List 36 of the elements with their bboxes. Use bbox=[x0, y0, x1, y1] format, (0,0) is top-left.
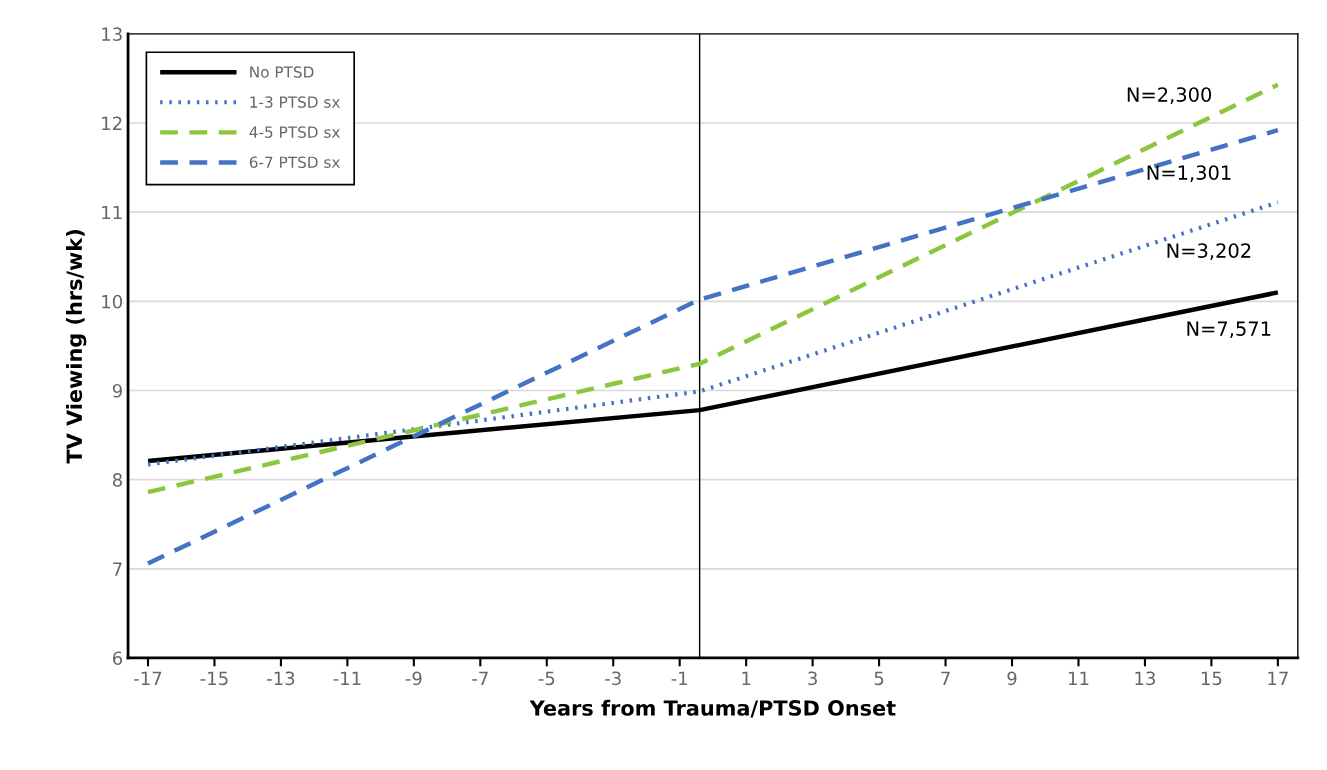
legend-label: 1-3 PTSD sx bbox=[250, 96, 340, 108]
x-tick-label: -11 bbox=[333, 671, 361, 685]
x-tick-label: 9 bbox=[1007, 671, 1017, 686]
legend-label: 4-5 PTSD sx bbox=[249, 126, 340, 138]
y-tick-label: 11 bbox=[102, 205, 122, 220]
x-tick-label: 17 bbox=[1268, 671, 1288, 685]
x-tick-label: -17 bbox=[134, 671, 162, 685]
x-tick-label: -13 bbox=[267, 671, 295, 686]
x-tick-label: -3 bbox=[605, 671, 621, 686]
y-tick-label: 6 bbox=[112, 651, 123, 666]
y-axis-title: TV Viewing (hrs/wk) bbox=[66, 230, 87, 464]
y-tick-label: 10 bbox=[102, 294, 122, 309]
x-tick-label: 13 bbox=[1135, 671, 1155, 686]
x-tick-label: 11 bbox=[1068, 671, 1089, 685]
x-tick-label: 5 bbox=[874, 671, 884, 686]
x-tick-label: -1 bbox=[671, 671, 688, 685]
y-tick-label: 9 bbox=[112, 383, 122, 398]
annotation: N=3,202 bbox=[1167, 243, 1251, 260]
legend-label: 6-7 PTSD sx bbox=[249, 156, 340, 168]
x-tick-label: -5 bbox=[538, 671, 555, 686]
annotation: N=2,300 bbox=[1127, 87, 1212, 104]
y-tick-label: 12 bbox=[102, 116, 122, 130]
x-tick-label: 15 bbox=[1201, 671, 1222, 686]
annotation: N=1,301 bbox=[1147, 165, 1231, 182]
x-tick-label: -15 bbox=[200, 671, 228, 686]
x-tick-label: 7 bbox=[941, 671, 950, 685]
x-tick-label: 3 bbox=[808, 671, 817, 686]
x-tick-label: -9 bbox=[405, 671, 422, 686]
annotation: N=7,571 bbox=[1187, 321, 1271, 338]
y-tick-label: 8 bbox=[112, 473, 122, 487]
x-tick-label: -7 bbox=[472, 671, 488, 685]
legend-label: No PTSD bbox=[250, 66, 314, 78]
y-tick-label: 7 bbox=[113, 562, 122, 576]
x-axis-title: Years from Trauma/PTSD Onset bbox=[529, 699, 896, 718]
y-tick-label: 13 bbox=[102, 27, 122, 41]
x-tick-label: 1 bbox=[742, 671, 751, 685]
